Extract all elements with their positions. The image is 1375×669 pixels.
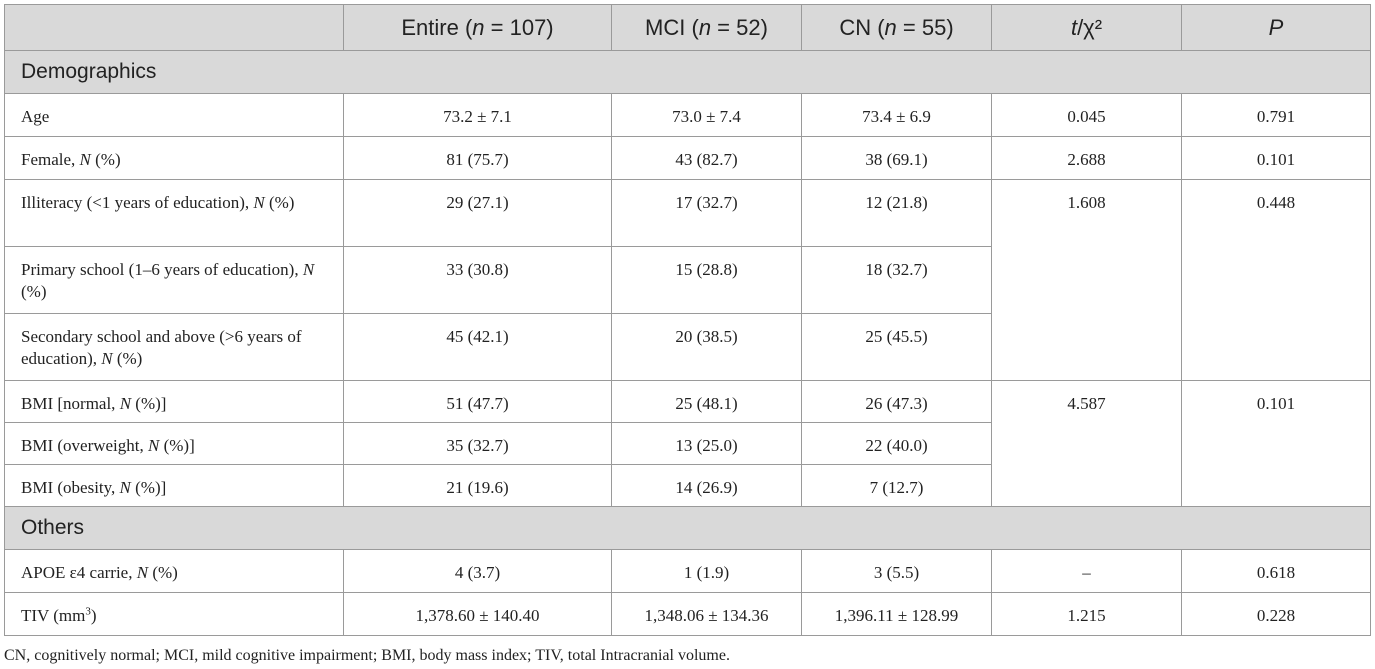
cell-cn: 73.4 ± 6.9 bbox=[801, 93, 992, 137]
cell-statistic: 0.045 bbox=[991, 93, 1182, 137]
cell-entire: 81 (75.7) bbox=[343, 136, 612, 180]
section-row-others: Others bbox=[4, 506, 1371, 550]
header-mci: MCI (n = 52) bbox=[611, 4, 802, 51]
cell-mci: 43 (82.7) bbox=[611, 136, 802, 180]
cell-entire: 29 (27.1) bbox=[343, 179, 612, 247]
table-row-age: Age 73.2 ± 7.1 73.0 ± 7.4 73.4 ± 6.9 0.0… bbox=[4, 93, 1371, 137]
cell-cn: 26 (47.3) bbox=[801, 380, 992, 423]
cell-entire: 73.2 ± 7.1 bbox=[343, 93, 612, 137]
cell-cn: 3 (5.5) bbox=[801, 549, 992, 593]
cell-p-value: 0.101 bbox=[1181, 136, 1371, 180]
table-row-female: Female, N (%) 81 (75.7) 43 (82.7) 38 (69… bbox=[4, 136, 1371, 180]
header-p-value: P bbox=[1181, 4, 1371, 51]
cell-entire: 21 (19.6) bbox=[343, 464, 612, 507]
cell-p-value: 0.791 bbox=[1181, 93, 1371, 137]
cell-entire: 1,378.60 ± 140.40 bbox=[343, 592, 612, 636]
cell-cn: 38 (69.1) bbox=[801, 136, 992, 180]
cell-cn: 12 (21.8) bbox=[801, 179, 992, 247]
cell-entire: 51 (47.7) bbox=[343, 380, 612, 423]
header-statistic: t/χ² bbox=[991, 4, 1182, 51]
cell-cn: 25 (45.5) bbox=[801, 313, 992, 381]
table-row-apoe: APOE ε4 carrie, N (%) 4 (3.7) 1 (1.9) 3 … bbox=[4, 549, 1371, 593]
cell-mci: 1 (1.9) bbox=[611, 549, 802, 593]
row-label: APOE ε4 carrie, N (%) bbox=[4, 549, 344, 593]
row-label: Female, N (%) bbox=[4, 136, 344, 180]
table-row-illiteracy: Illiteracy (<1 years of education), N (%… bbox=[4, 179, 1371, 381]
cell-entire: 33 (30.8) bbox=[343, 246, 612, 314]
header-row: Entire (n = 107) MCI (n = 52) CN (n = 55… bbox=[4, 4, 1371, 51]
cell-p-value-bmi: 0.101 bbox=[1181, 380, 1371, 507]
section-title-demographics: Demographics bbox=[4, 50, 1371, 94]
cell-entire: 35 (32.7) bbox=[343, 422, 612, 465]
cell-mci: 17 (32.7) bbox=[611, 179, 802, 247]
cell-p-value-education: 0.448 bbox=[1181, 179, 1371, 381]
row-label: BMI (overweight, N (%)] bbox=[4, 422, 344, 465]
cell-cn: 1,396.11 ± 128.99 bbox=[801, 592, 992, 636]
cell-p-value: 0.618 bbox=[1181, 549, 1371, 593]
cell-cn: 22 (40.0) bbox=[801, 422, 992, 465]
row-label: Secondary school and above (>6 years of … bbox=[4, 313, 344, 381]
cell-mci: 14 (26.9) bbox=[611, 464, 802, 507]
cell-mci: 73.0 ± 7.4 bbox=[611, 93, 802, 137]
section-row-demographics: Demographics bbox=[4, 50, 1371, 94]
cell-statistic: – bbox=[991, 549, 1182, 593]
header-blank bbox=[4, 4, 344, 51]
table-row-bmi-obesity: BMI (obesity, N (%)] 21 (19.6) 14 (26.9)… bbox=[4, 464, 1371, 507]
header-cn: CN (n = 55) bbox=[801, 4, 992, 51]
cell-cn: 7 (12.7) bbox=[801, 464, 992, 507]
row-label: Illiteracy (<1 years of education), N (%… bbox=[4, 179, 344, 247]
table-row-bmi-normal: BMI [normal, N (%)] 51 (47.7) 25 (48.1) … bbox=[4, 380, 1371, 507]
cell-mci: 1,348.06 ± 134.36 bbox=[611, 592, 802, 636]
cell-statistic: 1.215 bbox=[991, 592, 1182, 636]
cell-p-value: 0.228 bbox=[1181, 592, 1371, 636]
cell-entire: 4 (3.7) bbox=[343, 549, 612, 593]
row-label: BMI [normal, N (%)] bbox=[4, 380, 344, 423]
table-row-secondary-school: Secondary school and above (>6 years of … bbox=[4, 313, 1371, 381]
results-table: Entire (n = 107) MCI (n = 52) CN (n = 55… bbox=[4, 4, 1371, 636]
row-label: Primary school (1–6 years of education),… bbox=[4, 246, 344, 314]
cell-mci: 15 (28.8) bbox=[611, 246, 802, 314]
cell-mci: 25 (48.1) bbox=[611, 380, 802, 423]
cell-mci: 20 (38.5) bbox=[611, 313, 802, 381]
row-label: BMI (obesity, N (%)] bbox=[4, 464, 344, 507]
cell-mci: 13 (25.0) bbox=[611, 422, 802, 465]
table-footnote: CN, cognitively normal; MCI, mild cognit… bbox=[4, 647, 730, 664]
cell-cn: 18 (32.7) bbox=[801, 246, 992, 314]
cell-entire: 45 (42.1) bbox=[343, 313, 612, 381]
row-label: Age bbox=[4, 93, 344, 137]
table-row-tiv: TIV (mm3) 1,378.60 ± 140.40 1,348.06 ± 1… bbox=[4, 592, 1371, 636]
cell-statistic-education: 1.608 bbox=[991, 179, 1182, 381]
table-row-primary-school: Primary school (1–6 years of education),… bbox=[4, 246, 1371, 314]
header-entire: Entire (n = 107) bbox=[343, 4, 612, 51]
section-title-others: Others bbox=[4, 506, 1371, 550]
row-label: TIV (mm3) bbox=[4, 592, 344, 636]
cell-statistic-bmi: 4.587 bbox=[991, 380, 1182, 507]
cell-statistic: 2.688 bbox=[991, 136, 1182, 180]
